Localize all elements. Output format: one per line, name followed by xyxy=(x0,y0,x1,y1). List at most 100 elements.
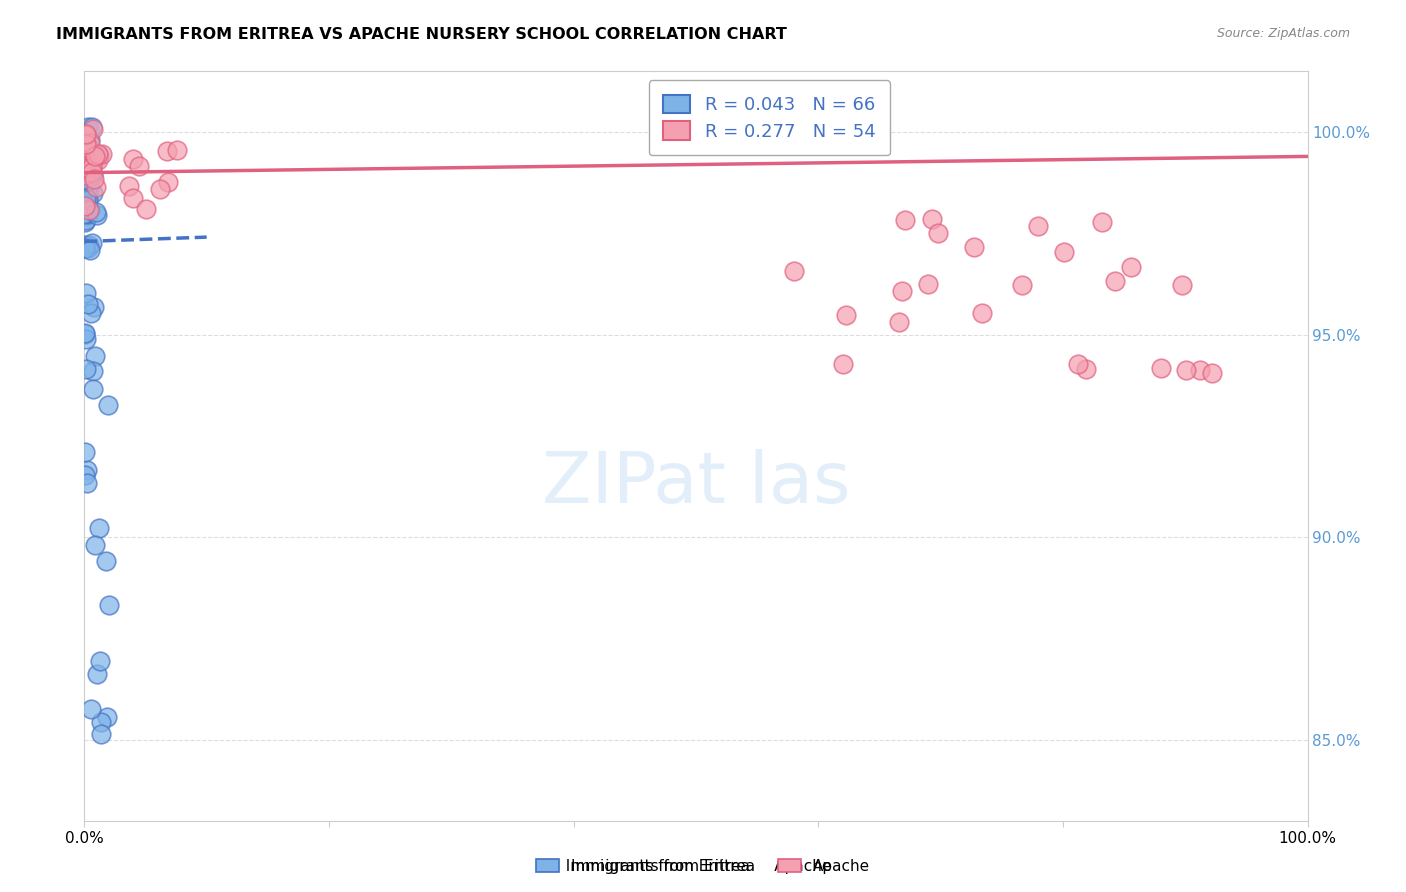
Immigrants from Eritrea xyxy=(75,445,97,459)
Apache xyxy=(1171,278,1194,293)
Apache xyxy=(927,226,949,240)
Immigrants from Eritrea xyxy=(75,286,97,301)
Apache xyxy=(77,202,100,217)
Immigrants from Eritrea xyxy=(79,244,101,258)
Immigrants from Eritrea xyxy=(73,237,96,252)
Immigrants from Eritrea xyxy=(73,171,96,186)
Apache xyxy=(1119,260,1142,275)
Apache xyxy=(75,128,97,142)
Apache xyxy=(970,306,993,320)
Legend: Immigrants from Eritrea, Apache: Immigrants from Eritrea, Apache xyxy=(530,853,876,880)
Immigrants from Eritrea xyxy=(77,153,100,168)
Immigrants from Eritrea xyxy=(80,306,103,320)
Apache xyxy=(1091,215,1114,229)
Immigrants from Eritrea xyxy=(87,521,110,535)
Apache xyxy=(917,277,939,292)
Apache xyxy=(75,136,97,151)
Apache xyxy=(84,180,107,194)
Apache xyxy=(135,202,157,216)
Apache xyxy=(1104,274,1126,288)
Immigrants from Eritrea xyxy=(75,179,97,194)
Apache xyxy=(1174,363,1197,377)
Apache xyxy=(1076,361,1098,376)
Immigrants from Eritrea xyxy=(97,398,120,412)
Immigrants from Eritrea xyxy=(82,120,104,134)
Apache xyxy=(155,144,177,158)
Apache xyxy=(87,153,110,168)
Immigrants from Eritrea xyxy=(76,242,98,256)
Immigrants from Eritrea xyxy=(84,205,107,219)
Immigrants from Eritrea xyxy=(73,241,96,255)
Immigrants from Eritrea xyxy=(76,193,98,207)
Immigrants from Eritrea xyxy=(75,212,97,227)
Apache xyxy=(80,161,103,175)
Immigrants from Eritrea xyxy=(80,236,103,251)
Immigrants from Eritrea xyxy=(75,202,97,216)
Immigrants from Eritrea xyxy=(76,463,98,477)
Apache xyxy=(82,156,104,170)
Apache xyxy=(894,213,917,227)
Immigrants from Eritrea xyxy=(77,189,100,203)
Text: IMMIGRANTS FROM ERITREA VS APACHE NURSERY SCHOOL CORRELATION CHART: IMMIGRANTS FROM ERITREA VS APACHE NURSER… xyxy=(56,27,787,42)
Apache xyxy=(83,172,105,186)
Apache xyxy=(963,240,986,254)
Immigrants from Eritrea xyxy=(80,146,103,161)
Apache xyxy=(73,199,96,213)
Apache xyxy=(79,136,101,150)
Apache xyxy=(75,150,97,164)
Immigrants from Eritrea xyxy=(75,136,97,150)
Apache xyxy=(149,182,172,196)
Immigrants from Eritrea xyxy=(75,362,97,376)
Apache xyxy=(128,159,150,173)
Immigrants from Eritrea xyxy=(75,206,97,220)
Immigrants from Eritrea xyxy=(82,168,104,182)
Apache xyxy=(82,165,104,179)
Immigrants from Eritrea xyxy=(82,382,104,396)
Apache xyxy=(83,148,105,162)
Immigrants from Eritrea xyxy=(75,191,97,205)
Immigrants from Eritrea xyxy=(75,326,97,340)
Apache xyxy=(166,144,188,158)
Immigrants from Eritrea xyxy=(96,710,118,724)
Apache xyxy=(921,212,943,227)
Apache xyxy=(1066,357,1088,371)
Apache xyxy=(891,285,914,299)
Immigrants from Eritrea xyxy=(77,207,100,221)
Immigrants from Eritrea xyxy=(82,363,104,377)
Apache xyxy=(887,315,910,329)
Apache xyxy=(1026,219,1049,234)
Apache xyxy=(90,147,112,161)
Apache xyxy=(832,357,855,371)
Immigrants from Eritrea xyxy=(77,297,100,311)
Apache xyxy=(118,179,141,194)
Immigrants from Eritrea xyxy=(79,132,101,146)
Immigrants from Eritrea xyxy=(73,467,96,482)
Apache xyxy=(157,175,180,189)
Apache xyxy=(82,122,104,136)
Text: ZIPat las: ZIPat las xyxy=(541,449,851,518)
Immigrants from Eritrea xyxy=(79,169,101,183)
Immigrants from Eritrea xyxy=(76,185,98,199)
Immigrants from Eritrea xyxy=(83,349,105,363)
Immigrants from Eritrea xyxy=(73,145,96,160)
Apache xyxy=(121,152,143,166)
Immigrants from Eritrea xyxy=(84,538,107,552)
Immigrants from Eritrea xyxy=(97,598,120,612)
Apache xyxy=(783,264,806,278)
Immigrants from Eritrea xyxy=(90,714,112,729)
Apache xyxy=(835,309,858,323)
Immigrants from Eritrea xyxy=(94,554,117,568)
Apache xyxy=(75,127,97,141)
Apache xyxy=(80,143,103,157)
Immigrants from Eritrea xyxy=(86,666,108,681)
Apache xyxy=(87,147,110,161)
Immigrants from Eritrea xyxy=(86,208,108,222)
Immigrants from Eritrea xyxy=(90,727,112,741)
Apache xyxy=(76,161,98,176)
Immigrants from Eritrea xyxy=(77,180,100,194)
Apache xyxy=(1188,363,1211,377)
Apache xyxy=(1011,277,1033,292)
Text: Source: ZipAtlas.com: Source: ZipAtlas.com xyxy=(1216,27,1350,40)
Immigrants from Eritrea xyxy=(76,209,98,223)
Text: Immigrants from Eritrea     Apache: Immigrants from Eritrea Apache xyxy=(555,859,851,874)
